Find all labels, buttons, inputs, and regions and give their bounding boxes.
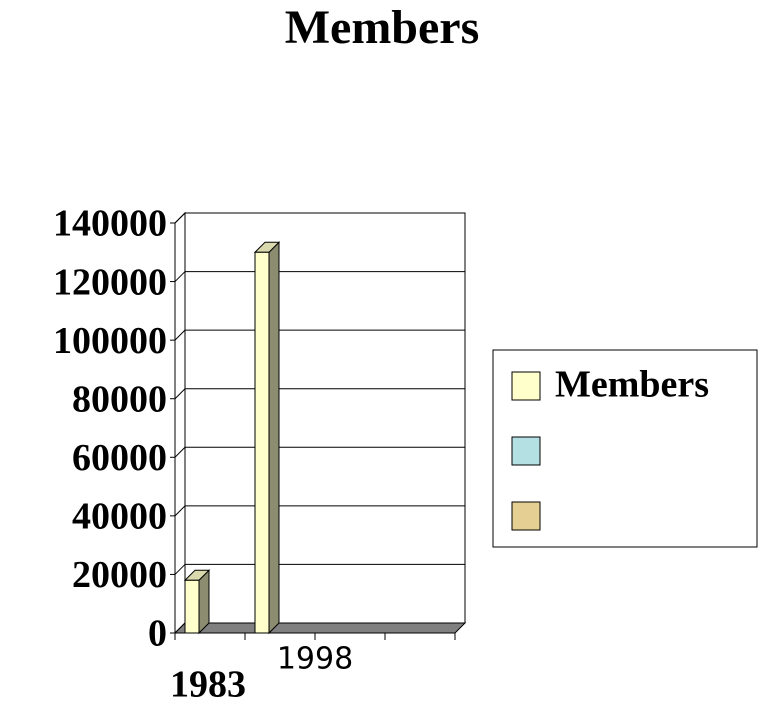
- legend-swatch: [511, 501, 541, 531]
- y-tick-label: 140000: [53, 203, 167, 245]
- bar-side: [198, 569, 210, 635]
- grid-line: [174, 388, 186, 400]
- y-tick-label: 40000: [72, 496, 167, 538]
- bar: [183, 569, 211, 635]
- y-tick-label: 120000: [53, 261, 167, 303]
- legend-swatch: [511, 436, 541, 466]
- y-tick-label: 100000: [53, 320, 167, 362]
- grid-line: [174, 505, 186, 517]
- grid-line: [174, 564, 186, 575]
- y-tick-label: 20000: [72, 554, 167, 596]
- back-wall: [184, 212, 466, 624]
- bar: [253, 241, 281, 635]
- legend-label: Members: [555, 364, 709, 406]
- grid-line: [174, 329, 186, 341]
- grid-line: [174, 212, 186, 224]
- y-tick-label: 80000: [72, 378, 167, 420]
- bar-front: [254, 251, 270, 634]
- x-tick-label: 1998: [277, 642, 353, 677]
- bar-side: [268, 241, 280, 635]
- y-tick-label: 0: [148, 613, 167, 655]
- bar-front: [184, 579, 200, 634]
- y-tick-label: 60000: [72, 437, 167, 479]
- grid-line: [174, 446, 186, 458]
- chart-title: Members: [285, 1, 480, 54]
- x-tick-label: 1983: [170, 664, 246, 704]
- floor: [173, 622, 467, 634]
- legend-swatch: [511, 371, 541, 401]
- grid-line: [174, 271, 186, 282]
